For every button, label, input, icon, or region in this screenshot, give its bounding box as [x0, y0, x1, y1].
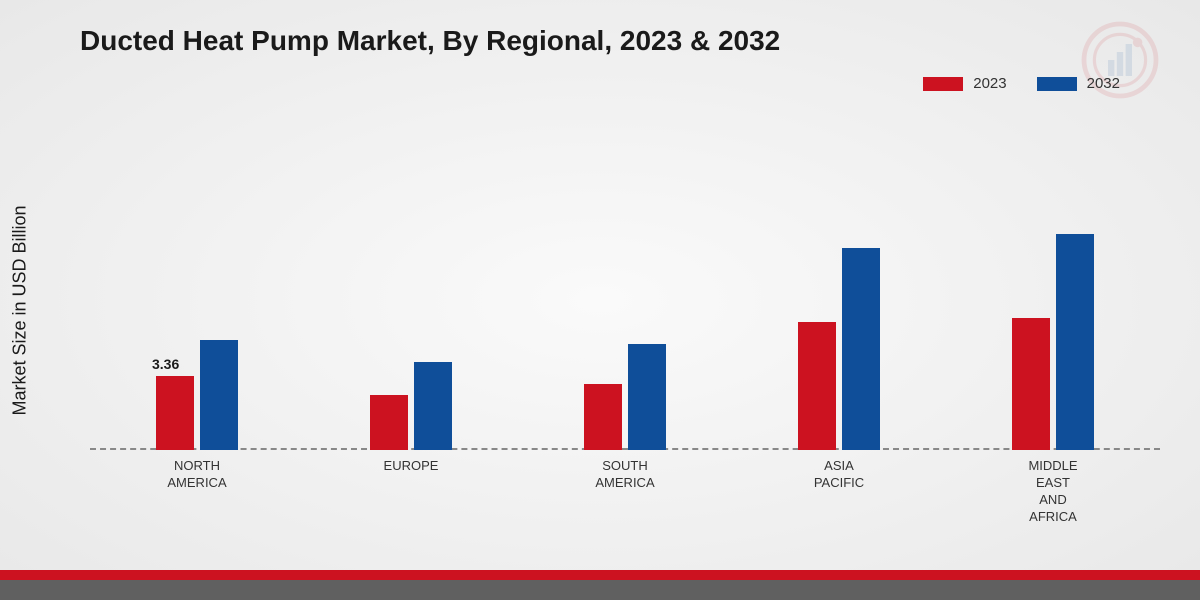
data-label: 3.36	[152, 356, 179, 372]
bar-2023	[156, 376, 194, 450]
chart-title: Ducted Heat Pump Market, By Regional, 20…	[80, 25, 780, 57]
legend-item-2023: 2023	[923, 75, 1006, 92]
bar-2032	[414, 362, 452, 450]
bar-2032	[842, 248, 880, 450]
legend-swatch-2023	[923, 77, 963, 91]
footer-grey-bar	[0, 580, 1200, 600]
bar-2032	[200, 340, 238, 450]
y-axis-label: Market Size in USD Billion	[10, 205, 31, 415]
bar-2023	[798, 322, 836, 450]
legend-swatch-2032	[1037, 77, 1077, 91]
legend: 2023 2032	[923, 75, 1120, 92]
footer-red-bar	[0, 570, 1200, 580]
bar-2023	[1012, 318, 1050, 450]
bar-2023	[584, 384, 622, 450]
bar-group	[584, 344, 666, 450]
footer	[0, 570, 1200, 600]
legend-label-2023: 2023	[973, 75, 1006, 92]
bar-group	[798, 248, 880, 450]
x-axis-label: EUROPE	[384, 458, 439, 475]
bar-group	[370, 362, 452, 450]
bar-2023	[370, 395, 408, 450]
x-axis-label: MIDDLE EAST AND AFRICA	[1028, 458, 1077, 526]
bar-group	[1012, 234, 1094, 450]
bar-2032	[1056, 234, 1094, 450]
x-axis-label: NORTH AMERICA	[167, 458, 226, 492]
x-axis-label: ASIA PACIFIC	[814, 458, 864, 492]
plot-area: 3.36	[90, 120, 1160, 450]
bar-2032	[628, 344, 666, 450]
legend-label-2032: 2032	[1087, 75, 1120, 92]
legend-item-2032: 2032	[1037, 75, 1120, 92]
x-axis-label: SOUTH AMERICA	[595, 458, 654, 492]
